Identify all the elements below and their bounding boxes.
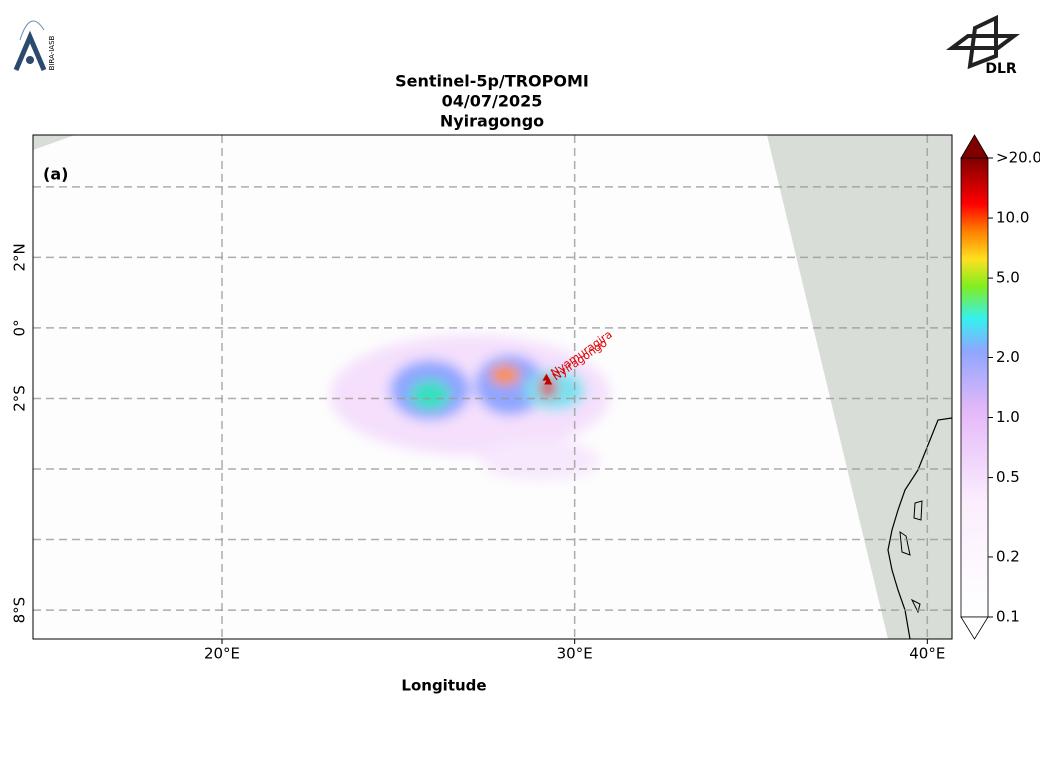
map-frame [32, 134, 953, 640]
title: 04/07/2025 [442, 92, 543, 111]
map-area [33, 135, 952, 639]
colorbar-tick-label: 10.0 [996, 209, 1029, 227]
title: Nyiragongo [440, 112, 544, 131]
colorbar-tick-label: 2.0 [996, 348, 1020, 366]
colorbar-tick-label: 0.1 [996, 608, 1020, 626]
colorbar-tick-label: 0.2 [996, 547, 1020, 565]
y-tick-label: 0° [11, 319, 29, 336]
y-tick-label: 2°S [11, 385, 29, 412]
dlr-logo: DLR [946, 14, 1020, 77]
x-tick-label: 40°E [909, 645, 945, 663]
bira-logo: BIRA-IASB [13, 20, 56, 71]
colorbar-tick-label: 0.5 [996, 468, 1020, 486]
x-axis-label: Longitude [401, 677, 486, 695]
panel-label: (a) [43, 165, 68, 184]
y-tick-label: 2°N [11, 243, 29, 271]
colorbar-tick-label: >20.0 [996, 149, 1040, 167]
colorbar-tick-label: 1.0 [996, 408, 1020, 426]
colorbar [960, 134, 989, 640]
logo-text: BIRA-IASB [48, 35, 56, 70]
title: Sentinel-5p/TROPOMI [395, 72, 589, 91]
colorbar-tick-label: 5.0 [996, 269, 1020, 287]
volcano-marker [544, 377, 553, 385]
x-tick-label: 20°E [204, 645, 240, 663]
plume [330, 335, 610, 480]
y-tick-label: 8°S [11, 597, 29, 624]
x-tick-label: 30°E [557, 645, 593, 663]
logo-text: DLR [985, 61, 1017, 77]
